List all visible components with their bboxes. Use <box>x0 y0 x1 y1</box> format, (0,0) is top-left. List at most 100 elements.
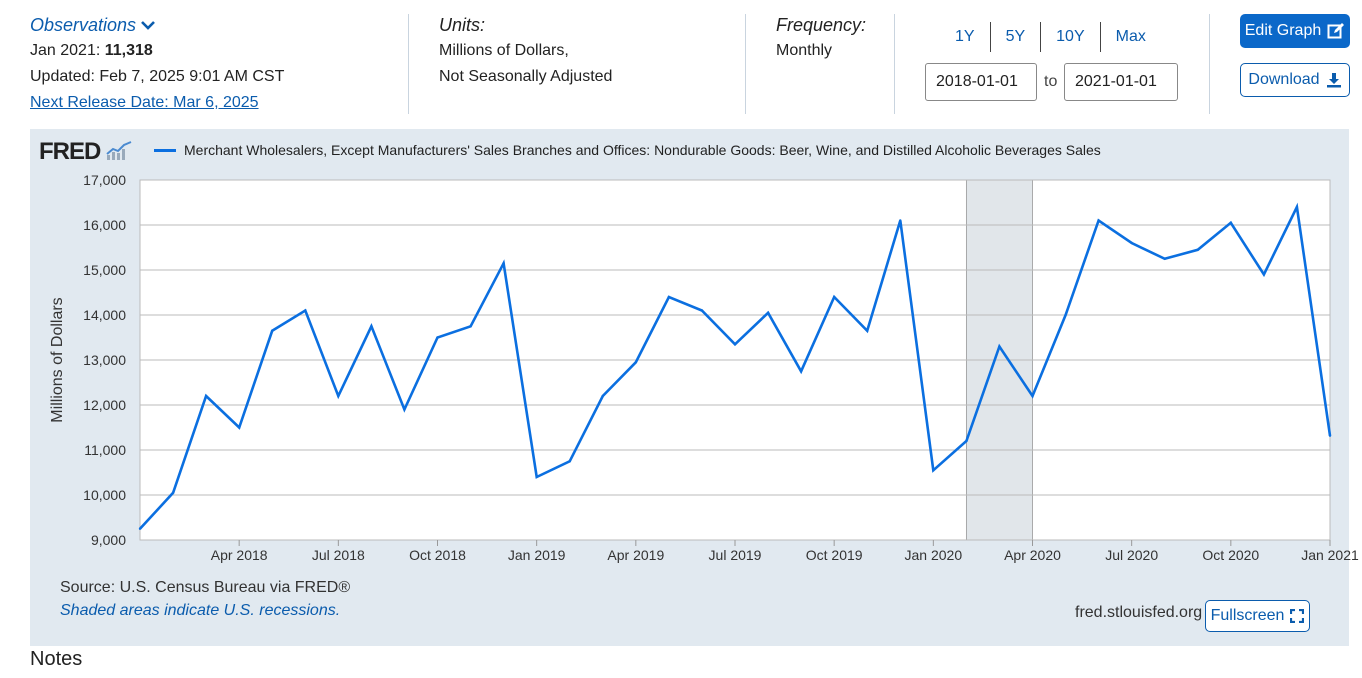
data-point <box>667 295 671 299</box>
data-point <box>138 527 142 530</box>
next-release-link[interactable]: Next Release Date: Mar 6, 2025 <box>30 94 259 111</box>
data-point <box>568 460 571 463</box>
frequency-value: Monthly <box>776 42 833 59</box>
divider <box>745 14 746 114</box>
legend-swatch <box>154 148 176 152</box>
units-block: Units: Millions of Dollars, Not Seasonal… <box>439 12 612 90</box>
y-tick-label: 17,000 <box>83 172 126 188</box>
x-tick-label: Apr 2020 <box>1004 547 1061 563</box>
x-tick-label: Jul 2019 <box>709 547 762 563</box>
range-1y-button[interactable]: 1Y <box>940 22 991 52</box>
range-5y-button[interactable]: 5Y <box>991 22 1042 52</box>
site-url: fred.stlouisfed.org <box>1075 604 1203 621</box>
y-tick-label: 14,000 <box>83 307 126 323</box>
x-tick-label: Apr 2018 <box>211 547 268 563</box>
divider <box>408 14 409 114</box>
data-point <box>601 394 604 398</box>
y-tick-label: 12,000 <box>83 397 126 413</box>
divider <box>894 14 895 114</box>
y-tick-label: 9,000 <box>91 532 126 548</box>
data-point <box>866 329 869 332</box>
edit-graph-button[interactable]: Edit Graph <box>1240 14 1350 48</box>
data-point <box>171 491 175 494</box>
x-tick-label: Apr 2019 <box>607 547 664 563</box>
data-point <box>237 426 241 429</box>
to-label: to <box>1044 73 1058 90</box>
range-10y-button[interactable]: 10Y <box>1041 22 1101 52</box>
edit-icon <box>1327 23 1345 39</box>
y-axis-ticks: 9,000 10,000 11,000 12,000 13,000 14,000 15,00… <box>83 172 126 548</box>
x-axis-ticks: Apr 2018 Jul 2018 Oct 2018 Jan 2019 Apr 2019… <box>211 540 1359 563</box>
start-date-input[interactable] <box>925 63 1037 101</box>
data-point <box>403 408 406 411</box>
fred-logo-text: FRED <box>39 138 101 165</box>
download-label: Download <box>1248 71 1320 88</box>
fred-logo-chart-icon <box>106 141 132 160</box>
data-point <box>998 345 1001 348</box>
fullscreen-icon <box>1290 609 1305 623</box>
fullscreen-label: Fullscreen <box>1210 607 1285 624</box>
header-bar: Observations Jan 2021: 11,318 Updated: F… <box>0 0 1362 120</box>
fullscreen-button[interactable]: Fullscreen <box>1205 600 1310 632</box>
range-selector: 1Y 5Y 10Y Max <box>940 22 1161 52</box>
download-icon <box>1326 73 1341 88</box>
divider <box>1209 14 1210 114</box>
frequency-block: Frequency: Monthly <box>776 12 866 64</box>
y-tick-label: 16,000 <box>83 217 126 233</box>
data-point <box>832 295 836 299</box>
fred-logo: FRED <box>39 138 132 166</box>
units-label: Units: <box>439 15 486 35</box>
data-point <box>965 439 968 443</box>
units-line-2: Not Seasonally Adjusted <box>439 68 613 85</box>
x-tick-label: Jul 2020 <box>1105 547 1158 563</box>
y-tick-label: 15,000 <box>83 262 126 278</box>
y-tick-label: 11,000 <box>84 442 126 458</box>
data-point <box>1064 313 1067 317</box>
data-point <box>1328 434 1332 437</box>
data-point <box>204 394 208 398</box>
observations-toggle[interactable]: Observations <box>30 12 284 38</box>
observation-value: 11,318 <box>104 42 153 59</box>
y-axis-label: Millions of Dollars <box>49 297 66 422</box>
recession-note: Shaded areas indicate U.S. recessions. <box>60 602 341 619</box>
data-point <box>1130 241 1133 245</box>
units-line-1: Millions of Dollars, <box>439 42 569 59</box>
data-point <box>799 370 803 373</box>
source-text: Source: U.S. Census Bureau via FRED® <box>60 579 351 596</box>
download-button[interactable]: Download <box>1240 63 1350 97</box>
data-point <box>700 309 704 312</box>
edit-graph-label: Edit Graph <box>1244 22 1322 39</box>
end-date-input[interactable] <box>1064 63 1178 101</box>
x-tick-label: Jan 2020 <box>905 547 963 563</box>
data-point <box>1295 205 1299 209</box>
chevron-down-icon <box>141 21 155 30</box>
observation-date: Jan 2021: <box>30 42 101 59</box>
data-point <box>766 311 770 314</box>
x-tick-label: Oct 2020 <box>1202 547 1259 563</box>
data-point <box>1196 248 1199 251</box>
y-tick-label: 10,000 <box>83 487 126 503</box>
data-point <box>535 475 538 479</box>
chart-legend: Merchant Wholesalers, Except Manufacture… <box>154 142 1101 158</box>
x-tick-label: Jan 2021 <box>1301 547 1359 563</box>
data-point <box>1163 257 1166 260</box>
data-point <box>304 309 307 312</box>
legend-series-name: Merchant Wholesalers, Except Manufacture… <box>184 142 1101 158</box>
range-max-button[interactable]: Max <box>1115 28 1146 45</box>
x-tick-label: Oct 2019 <box>806 547 863 563</box>
observations-label: Observations <box>30 15 137 35</box>
data-point <box>1262 273 1266 276</box>
data-point <box>436 336 439 339</box>
series-points <box>138 205 1332 530</box>
data-point <box>271 329 274 332</box>
frequency-label: Frequency: <box>776 15 867 35</box>
data-point <box>1031 394 1034 398</box>
data-point <box>1229 221 1233 224</box>
notes-heading: Notes <box>30 648 83 670</box>
data-point <box>634 361 638 364</box>
data-point <box>899 219 902 222</box>
x-tick-label: Jul 2018 <box>312 547 365 563</box>
observations-block: Observations Jan 2021: 11,318 Updated: F… <box>30 12 284 116</box>
data-point <box>502 262 505 265</box>
